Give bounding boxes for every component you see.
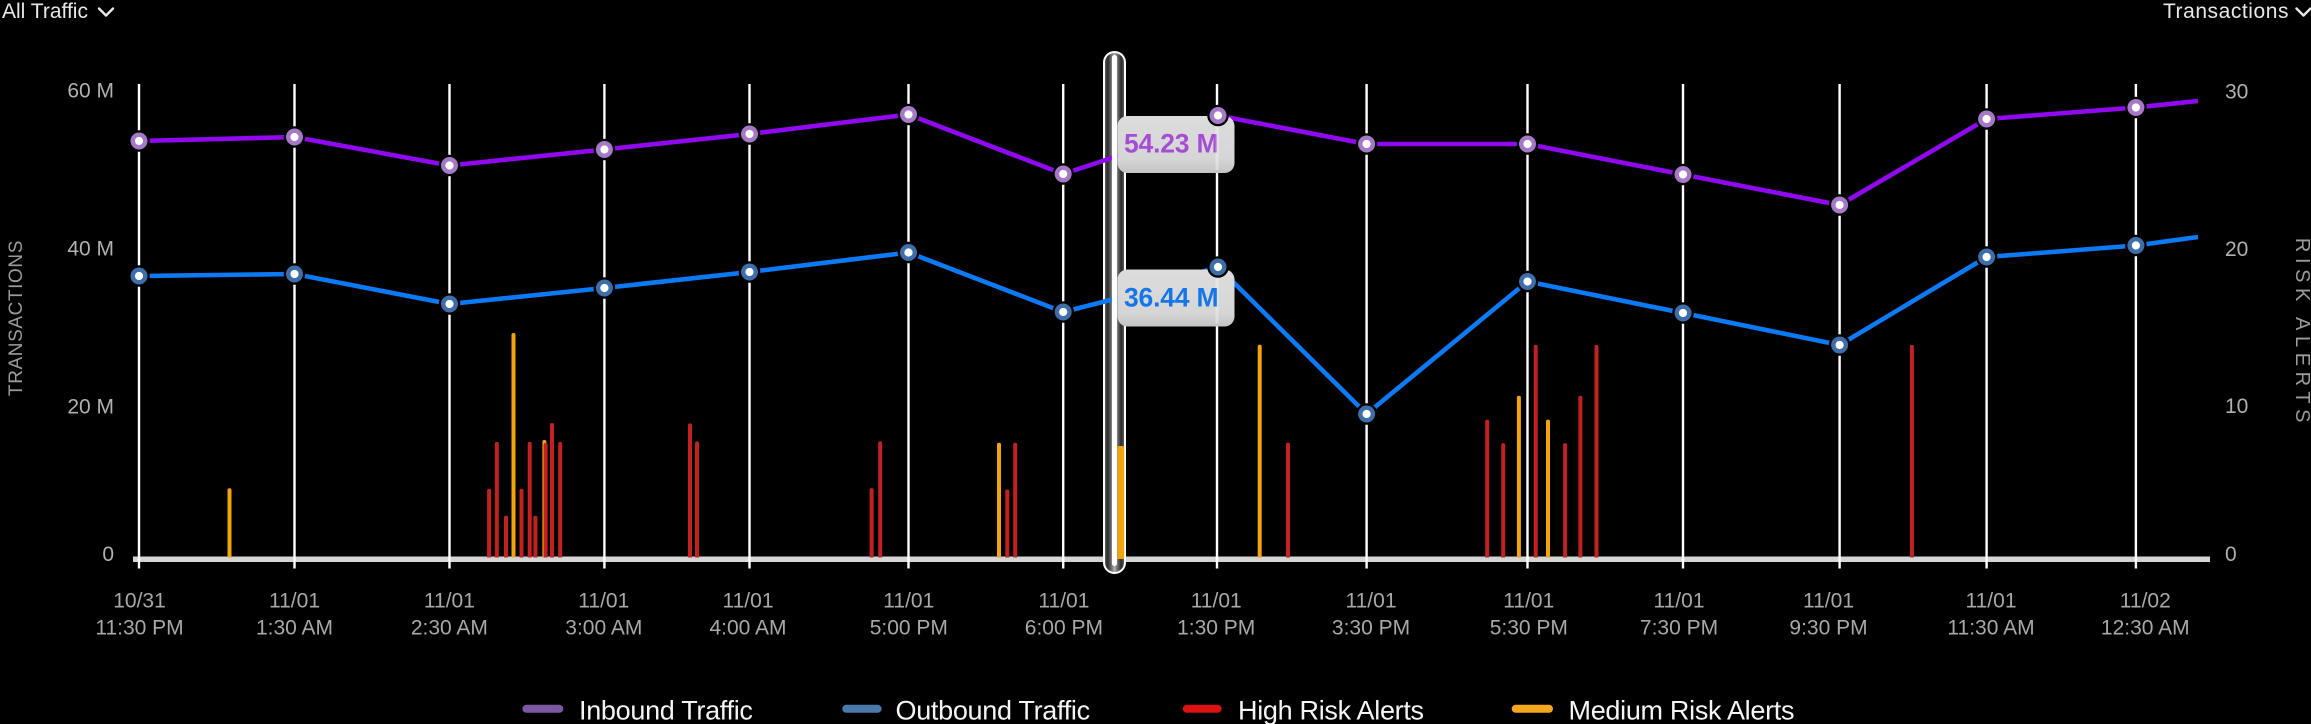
svg-text:36.44 M: 36.44 M [1124,283,1218,313]
svg-text:7:30 PM: 7:30 PM [1640,617,1718,640]
svg-text:11/01: 11/01 [424,590,475,613]
svg-text:Inbound Traffic: Inbound Traffic [579,696,753,724]
svg-text:Outbound Traffic: Outbound Traffic [896,696,1090,724]
svg-text:11/01: 11/01 [1038,590,1089,613]
svg-text:0: 0 [102,543,114,566]
svg-text:11/01: 11/01 [1966,590,2017,613]
svg-text:11/01: 11/01 [1191,590,1242,613]
svg-text:11/01: 11/01 [723,590,774,613]
svg-text:10/31: 10/31 [113,590,166,613]
svg-text:11/01: 11/01 [1346,590,1397,613]
svg-text:12:30 AM: 12:30 AM [2101,617,2190,640]
svg-text:1:30 PM: 1:30 PM [1177,617,1255,640]
svg-text:40 M: 40 M [67,238,114,261]
svg-text:Transactions: Transactions [2163,0,2289,23]
svg-text:All Traffic: All Traffic [2,0,88,23]
svg-text:20: 20 [2225,238,2248,261]
svg-text:5:00 PM: 5:00 PM [870,617,948,640]
svg-text:11:30 AM: 11:30 AM [1947,617,2034,640]
svg-text:11/01: 11/01 [1803,590,1854,613]
svg-text:60 M: 60 M [67,80,114,103]
svg-text:11/02: 11/02 [2120,590,2171,613]
svg-text:3:00 AM: 3:00 AM [565,617,642,640]
svg-text:9:30 PM: 9:30 PM [1789,617,1867,640]
svg-text:11/01: 11/01 [269,590,320,613]
svg-text:RISK ALERTS: RISK ALERTS [2291,238,2311,428]
svg-text:10: 10 [2225,395,2248,418]
svg-text:6:00 PM: 6:00 PM [1025,617,1103,640]
svg-text:5:30 PM: 5:30 PM [1490,617,1568,640]
svg-text:3:30 PM: 3:30 PM [1332,617,1410,640]
svg-text:11:30 PM: 11:30 PM [95,617,183,640]
svg-text:TRANSACTIONS: TRANSACTIONS [6,240,27,396]
svg-text:4:00 AM: 4:00 AM [709,617,786,640]
svg-text:54.23 M: 54.23 M [1124,129,1218,159]
svg-text:High Risk Alerts: High Risk Alerts [1238,696,1424,724]
svg-text:0: 0 [2225,543,2237,566]
svg-text:Medium Risk Alerts: Medium Risk Alerts [1569,696,1795,724]
svg-text:1:30 AM: 1:30 AM [256,617,333,640]
svg-text:11/01: 11/01 [1654,590,1705,613]
svg-text:11/01: 11/01 [1503,590,1554,613]
svg-text:2:30 AM: 2:30 AM [411,617,488,640]
svg-text:30: 30 [2225,81,2248,104]
svg-text:11/01: 11/01 [883,590,934,613]
svg-text:20 M: 20 M [67,396,114,419]
svg-text:11/01: 11/01 [578,590,629,613]
